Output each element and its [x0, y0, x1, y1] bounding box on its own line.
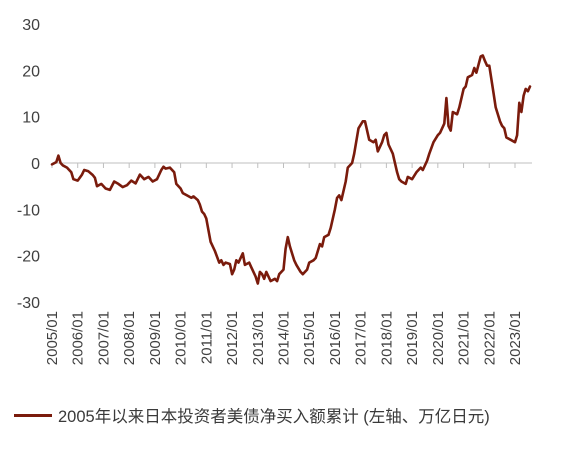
x-tick-label: 2018/01: [378, 311, 395, 365]
legend: 2005年以来日本投资者美债净买入额累计 (左轴、万亿日元): [14, 400, 490, 430]
plot-area: [50, 54, 532, 285]
x-tick-label: 2012/01: [224, 311, 241, 365]
y-tick-label: -30: [17, 295, 40, 312]
x-tick-label: 2023/01: [507, 311, 524, 365]
y-tick-label: 30: [22, 17, 40, 34]
x-tick-label: 2013/01: [250, 311, 267, 365]
x-tick-label: 2017/01: [353, 311, 370, 365]
x-tick-label: 2006/01: [70, 311, 87, 365]
x-tick-label: 2009/01: [147, 311, 164, 365]
x-tick-label: 2020/01: [430, 311, 447, 365]
y-axis: -30 -20 -10 0 10 20 30: [17, 17, 40, 312]
x-axis: 2005/01 2006/01 2007/01 2008/01 2009/01 2010/…: [44, 162, 532, 365]
y-tick-label: -10: [17, 202, 40, 219]
y-tick-label: -20: [17, 249, 40, 266]
x-tick-label: 2005/01: [44, 311, 61, 365]
y-tick-label: 0: [31, 156, 40, 173]
x-tick-label: 2021/01: [456, 311, 473, 365]
x-tick-label: 2019/01: [404, 311, 421, 365]
legend-label: 2005年以来日本投资者美债净买入额累计 (左轴、万亿日元): [58, 408, 490, 426]
x-tick-label: 2022/01: [481, 311, 498, 365]
x-tick-label: 2011/01: [198, 311, 215, 364]
y-tick-label: 20: [22, 63, 40, 80]
y-tick-label: 10: [22, 110, 40, 127]
x-tick-label: 2016/01: [327, 311, 344, 365]
x-tick-label: 2008/01: [121, 311, 138, 365]
series-line-0: [50, 54, 532, 285]
x-tick-label: 2014/01: [275, 311, 292, 365]
x-tick-label: 2015/01: [301, 311, 318, 365]
x-tick-label: 2010/01: [173, 311, 190, 365]
legend-swatch: [14, 413, 52, 417]
x-tick-label: 2007/01: [95, 311, 112, 365]
